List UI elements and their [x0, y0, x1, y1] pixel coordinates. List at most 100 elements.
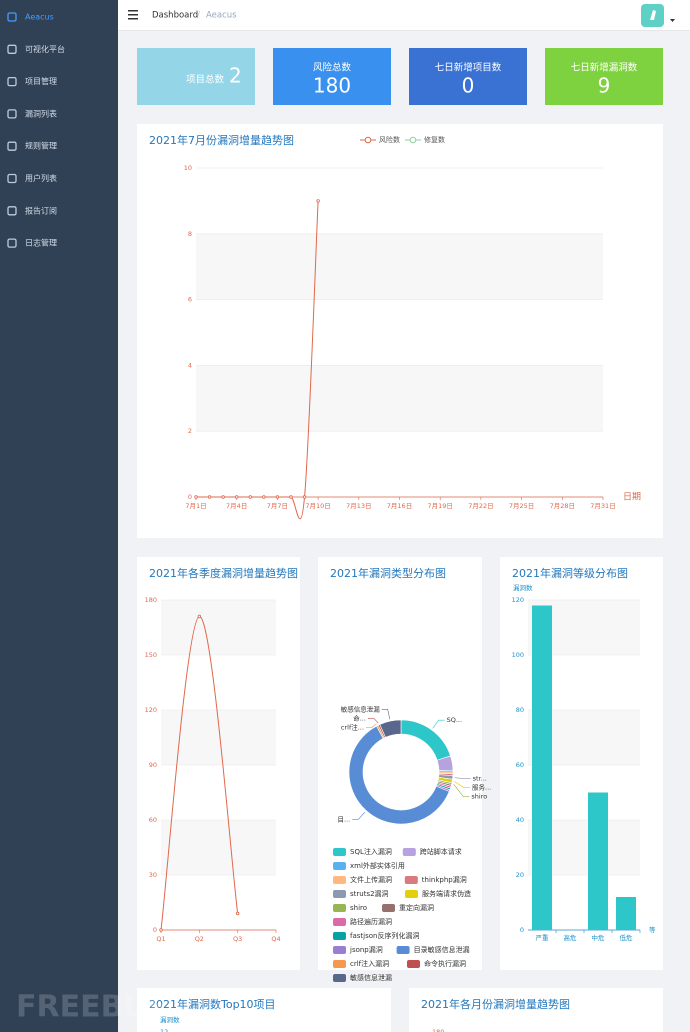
- legend-item[interactable]: shiro: [333, 904, 367, 912]
- x-tick-label: 7月28日: [550, 502, 575, 510]
- sidebar: [0, 0, 118, 1032]
- legend-swatch: [333, 960, 346, 968]
- x-tick-label: 7月1日: [185, 502, 206, 510]
- legend-label: xml外部实体引用: [350, 861, 405, 870]
- x-tick-label: 7月19日: [427, 502, 452, 510]
- menu-item[interactable]: Aeacus: [7, 12, 54, 22]
- legend-label: 重定向漏洞: [399, 903, 434, 912]
- menu-item[interactable]: 日志管理: [7, 238, 57, 248]
- pie-slice: [348, 725, 450, 825]
- menu-icon: [7, 12, 17, 22]
- legend-item[interactable]: 敏感信息泄漏: [333, 973, 392, 982]
- bar: [588, 792, 608, 930]
- y-tick-label: 120: [145, 706, 157, 714]
- legend-item[interactable]: 服务端请求伪造: [405, 889, 471, 898]
- x-tick-label: 中危: [592, 933, 606, 942]
- legend-item[interactable]: 跨站脚本请求: [402, 847, 462, 856]
- legend-item[interactable]: 文件上传漏洞: [333, 875, 392, 884]
- legend-item[interactable]: 命令执行漏洞: [407, 959, 466, 968]
- x-axis-name: 等: [649, 925, 656, 934]
- legend-label: thinkphp漏洞: [422, 875, 467, 884]
- stat-card: [137, 48, 255, 105]
- legend-label: 敏感信息泄漏: [350, 973, 392, 982]
- legend-label: 目录敏感信息泄漏: [414, 945, 470, 954]
- menu-item[interactable]: 漏洞列表: [7, 108, 57, 119]
- split-area: [161, 820, 276, 875]
- stat-card: [545, 48, 663, 105]
- stat-card: [409, 48, 527, 105]
- hamburger-bar: [128, 10, 138, 12]
- pie-slice: [379, 719, 402, 738]
- stat-value: 2: [229, 64, 242, 88]
- legend-item[interactable]: 重定向漏洞: [382, 903, 434, 912]
- legend-label: 服务端请求伪造: [422, 889, 471, 898]
- x-tick-label: 7月31日: [590, 502, 615, 510]
- stat-label: 七日新增项目数: [435, 62, 502, 74]
- menu-icon: [7, 44, 17, 54]
- legend-item[interactable]: 目录敏感信息泄漏: [396, 945, 470, 954]
- legend-swatch: [333, 848, 346, 856]
- menu-item[interactable]: 规则管理: [7, 141, 57, 151]
- breadcrumb-item[interactable]: Dashboard: [152, 11, 198, 21]
- point: [234, 495, 239, 499]
- chart-panel: [137, 124, 663, 538]
- y-tick-label: 8: [188, 230, 192, 238]
- legend-swatch: [333, 946, 346, 954]
- legend-item[interactable]: 路径遍历漏洞: [333, 917, 392, 926]
- menu-item[interactable]: 报告订阅: [7, 205, 57, 216]
- menu-label: 项目管理: [25, 76, 57, 86]
- legend-label: 路径遍历漏洞: [350, 917, 392, 926]
- x-tick-label: 7月22日: [468, 502, 493, 510]
- point: [275, 495, 280, 499]
- y-tick-label: 120: [512, 596, 524, 604]
- legend-swatch: [333, 918, 346, 926]
- chart-title: 2021年7月份漏洞增量趋势图: [149, 133, 294, 147]
- breadcrumb-item: Aeacus: [206, 11, 237, 21]
- menu-label: 日志管理: [25, 238, 57, 248]
- slice-label: shiro: [471, 793, 487, 801]
- x-tick-label: 7月16日: [387, 502, 412, 510]
- x-tick-label: Q2: [195, 935, 204, 943]
- menu-item[interactable]: 可视化平台: [7, 44, 65, 54]
- point: [289, 495, 293, 499]
- legend-item[interactable]: 修复数: [405, 135, 445, 144]
- legend-item[interactable]: 风险数: [360, 135, 400, 144]
- x-tick-label: 7月10日: [305, 502, 330, 510]
- stat-label: 七日新增漏洞数: [571, 62, 638, 74]
- legend-swatch: [396, 946, 410, 954]
- menu-icon: [7, 238, 17, 248]
- avatar[interactable]: [641, 4, 675, 27]
- x-tick-label: 严重: [536, 934, 550, 942]
- legend-item[interactable]: SQL注入漏洞: [333, 847, 392, 856]
- menu-item[interactable]: 用户列表: [7, 173, 57, 184]
- label-line: [432, 719, 445, 729]
- menu-icon: [7, 109, 17, 119]
- avatar-caret: [670, 19, 675, 22]
- stat-value: 180: [313, 74, 351, 98]
- point: [221, 495, 225, 499]
- split-area: [196, 365, 603, 432]
- legend-swatch: [333, 890, 346, 898]
- split-area: [196, 233, 603, 300]
- y-tick-label: 30: [149, 871, 157, 879]
- menu-icon: [7, 173, 17, 184]
- hamburger[interactable]: [128, 10, 138, 20]
- point: [159, 928, 163, 932]
- legend-label: struts2漏洞: [350, 889, 389, 898]
- chart-panel: [137, 988, 391, 1032]
- x-tick-label: 7月13日: [346, 502, 371, 510]
- legend-item[interactable]: fastjson反序列化漏洞: [333, 931, 419, 940]
- legend-swatch: [333, 904, 346, 912]
- label-line: [454, 781, 471, 788]
- legend-item[interactable]: xml外部实体引用: [333, 861, 405, 870]
- legend-item[interactable]: crlf注入漏洞: [333, 959, 389, 968]
- legend-item[interactable]: struts2漏洞: [333, 889, 389, 898]
- legend-item[interactable]: jsonp漏洞: [333, 945, 383, 954]
- menu-label: Aeacus: [25, 13, 54, 22]
- label-line: [453, 783, 470, 797]
- menu-item[interactable]: 项目管理: [7, 76, 57, 87]
- label-line: [365, 723, 377, 728]
- legend-item[interactable]: thinkphp漏洞: [404, 875, 467, 884]
- x-tick-label: 7月25日: [509, 502, 534, 510]
- stat-card: [273, 48, 391, 105]
